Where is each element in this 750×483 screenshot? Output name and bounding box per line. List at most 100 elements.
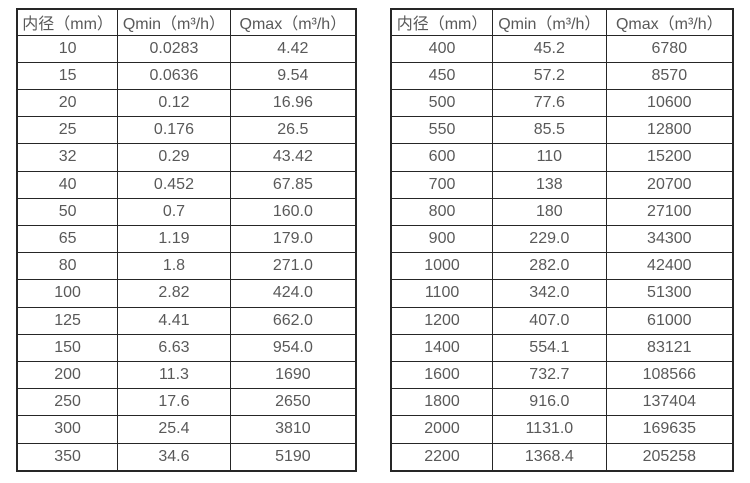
table-row: 1600 732.7 108566 xyxy=(390,360,734,390)
table-row: 800 180 27100 xyxy=(390,197,734,226)
table-row: 400 45.2 6780 xyxy=(390,34,734,63)
table-cell: 6780 xyxy=(605,34,734,63)
table-cell: 34300 xyxy=(605,224,734,254)
table-cell: 8570 xyxy=(605,61,734,90)
table-cell: 300 xyxy=(16,415,119,444)
table-cell: 110 xyxy=(492,143,607,172)
table-cell: 0.452 xyxy=(117,170,231,199)
table-cell: 0.176 xyxy=(117,116,231,145)
table-cell: 2000 xyxy=(390,415,494,444)
table-cell: 4.42 xyxy=(229,34,357,63)
table-row: 700 138 20700 xyxy=(390,170,734,199)
table-cell: 2200 xyxy=(390,442,494,472)
table-cell: 732.7 xyxy=(492,360,607,390)
table-row: 100 2.82 424.0 xyxy=(16,279,357,308)
table-cell: 600 xyxy=(390,143,494,172)
table-cell: 15200 xyxy=(605,143,734,172)
column-header: Qmin（m³/h） xyxy=(492,8,607,36)
table-row: 10 0.0283 4.42 xyxy=(16,34,357,63)
table-cell: 12800 xyxy=(605,116,734,145)
table-row: 20 0.12 16.96 xyxy=(16,88,357,118)
table-cell: 80 xyxy=(16,252,119,281)
column-header: Qmax（m³/h） xyxy=(605,8,734,36)
table-cell: 5190 xyxy=(229,442,357,472)
table-cell: 1800 xyxy=(390,388,494,417)
table-cell: 1368.4 xyxy=(492,442,607,472)
table-cell: 1400 xyxy=(390,333,494,362)
table-cell: 0.7 xyxy=(117,197,231,226)
table-cell: 229.0 xyxy=(492,224,607,254)
table-cell: 1200 xyxy=(390,306,494,335)
table-cell: 180 xyxy=(492,197,607,226)
table-cell: 85.5 xyxy=(492,116,607,145)
table-cell: 954.0 xyxy=(229,333,357,362)
table-cell: 1.8 xyxy=(117,252,231,281)
table-cell: 125 xyxy=(16,306,119,335)
table-cell: 900 xyxy=(390,224,494,254)
table-cell: 83121 xyxy=(605,333,734,362)
tables-container: 内径（mm） Qmin（m³/h） Qmax（m³/h） 10 0.0283 4.42 1… xyxy=(16,8,734,472)
table-row: 1000 282.0 42400 xyxy=(390,252,734,281)
table-cell: 1131.0 xyxy=(492,415,607,444)
table-cell: 57.2 xyxy=(492,61,607,90)
table-cell: 179.0 xyxy=(229,224,357,254)
table-row: 50 0.7 160.0 xyxy=(16,197,357,226)
table-cell: 916.0 xyxy=(492,388,607,417)
table-row: 1200 407.0 61000 xyxy=(390,306,734,335)
table-cell: 0.0283 xyxy=(117,34,231,63)
table-cell: 1.19 xyxy=(117,224,231,254)
table-row: 1400 554.1 83121 xyxy=(390,333,734,362)
table-cell: 407.0 xyxy=(492,306,607,335)
table-cell: 0.29 xyxy=(117,143,231,172)
table-cell: 554.1 xyxy=(492,333,607,362)
table-cell: 160.0 xyxy=(229,197,357,226)
table-row: 80 1.8 271.0 xyxy=(16,252,357,281)
table-cell: 15 xyxy=(16,61,119,90)
table-cell: 51300 xyxy=(605,279,734,308)
table-row: 25 0.176 26.5 xyxy=(16,116,357,145)
table-cell: 9.54 xyxy=(229,61,357,90)
table-cell: 43.42 xyxy=(229,143,357,172)
table-cell: 16.96 xyxy=(229,88,357,118)
table-cell: 45.2 xyxy=(492,34,607,63)
table-cell: 150 xyxy=(16,333,119,362)
table-cell: 662.0 xyxy=(229,306,357,335)
table-cell: 10600 xyxy=(605,88,734,118)
table-cell: 40 xyxy=(16,170,119,199)
table-row: 900 229.0 34300 xyxy=(390,224,734,254)
table-cell: 10 xyxy=(16,34,119,63)
table-row: 450 57.2 8570 xyxy=(390,61,734,90)
table-cell: 450 xyxy=(390,61,494,90)
table-cell: 20700 xyxy=(605,170,734,199)
table-cell: 100 xyxy=(16,279,119,308)
table-row: 350 34.6 5190 xyxy=(16,442,357,472)
table-cell: 65 xyxy=(16,224,119,254)
table-cell: 250 xyxy=(16,388,119,417)
table-row: 600 110 15200 xyxy=(390,143,734,172)
table-cell: 400 xyxy=(390,34,494,63)
table-cell: 108566 xyxy=(605,360,734,390)
table-row: 32 0.29 43.42 xyxy=(16,143,357,172)
table-cell: 1100 xyxy=(390,279,494,308)
flow-range-table-large-diameters: 内径（mm） Qmin（m³/h） Qmax（m³/h） 400 45.2 6780 45… xyxy=(390,8,734,472)
table-row: 250 17.6 2650 xyxy=(16,388,357,417)
table-cell: 169635 xyxy=(605,415,734,444)
table-cell: 0.12 xyxy=(117,88,231,118)
table-cell: 42400 xyxy=(605,252,734,281)
table-row: 150 6.63 954.0 xyxy=(16,333,357,362)
table-cell: 6.63 xyxy=(117,333,231,362)
table-cell: 4.41 xyxy=(117,306,231,335)
table-row: 2200 1368.4 205258 xyxy=(390,442,734,472)
table-row: 500 77.6 10600 xyxy=(390,88,734,118)
table-row: 1100 342.0 51300 xyxy=(390,279,734,308)
table-cell: 0.0636 xyxy=(117,61,231,90)
table-cell: 27100 xyxy=(605,197,734,226)
table-cell: 138 xyxy=(492,170,607,199)
table-cell: 282.0 xyxy=(492,252,607,281)
table-cell: 271.0 xyxy=(229,252,357,281)
table-row: 40 0.452 67.85 xyxy=(16,170,357,199)
table-cell: 424.0 xyxy=(229,279,357,308)
column-header: 内径（mm） xyxy=(390,8,494,36)
table-cell: 61000 xyxy=(605,306,734,335)
